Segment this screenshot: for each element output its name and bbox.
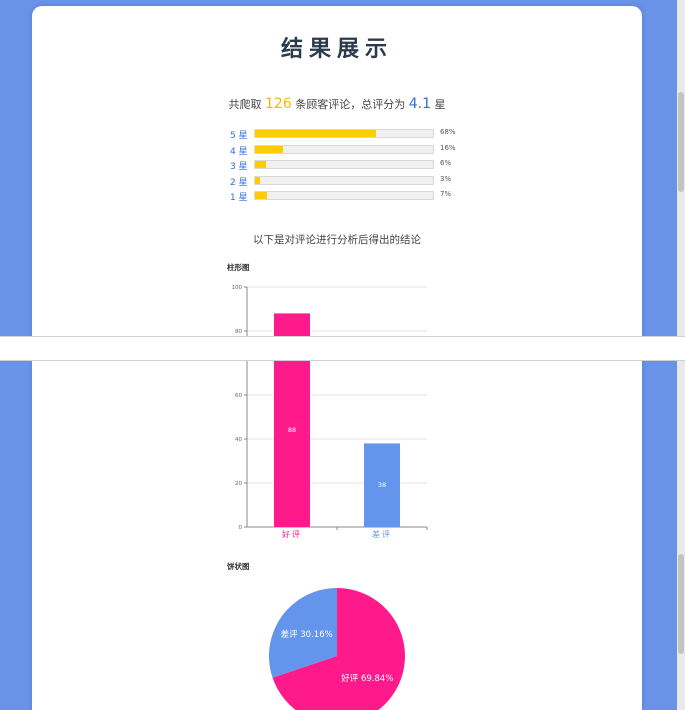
bar [364,443,400,527]
scrollbar[interactable] [677,361,685,710]
y-tick-label: 20 [235,481,242,487]
bar-chart: 02040608010088好评38差评 [235,361,428,539]
page-title: 结果展示 [280,37,393,62]
review-count: 126 [265,96,292,112]
viewport-bottom: 饼状图 02040608010088好评38差评 好评 69.84%差评 30.… [0,361,685,710]
bar [274,361,310,527]
star-percent: 68% [440,128,456,136]
star-percent: 6% [440,159,452,167]
bar-value-label: 38 [378,481,386,489]
star-percent: 7% [440,190,452,198]
star-bar-track [254,191,434,200]
star-bar-track [254,144,434,154]
star-row: 4 星 16% [230,143,490,159]
star-bar-fill [255,130,377,137]
pie-chart-label: 饼状图 [227,562,250,571]
conclusion-text: 以下是对评论进行分析后得出的结论 [253,234,421,246]
result-card: 饼状图 02040608010088好评38差评 好评 69.84%差评 30.… [32,361,642,710]
star-row: 5 星 68% [230,127,490,143]
star-bar-track [254,129,434,138]
scrollbar[interactable] [677,0,685,336]
star-bar-fill [255,176,261,184]
pie-chart: 好评 69.84% 差评 30.16% [269,588,405,710]
overall-score: 4.1 [408,96,431,112]
star-label: 4 星 [230,146,248,157]
star-bar-fill [255,161,266,168]
x-category-label: 好评 [282,529,302,539]
x-category-label: 差评 [372,529,392,539]
star-bar-fill [255,145,284,153]
star-bar-fill [255,192,268,199]
screenshot-separator [0,336,685,361]
star-distribution: 5 星 68% 4 星 16% 3 星 6% 2 星 3% 1 星 [230,127,490,205]
scrollbar-thumb[interactable] [678,554,684,654]
bar [274,313,310,336]
star-label: 2 星 [230,177,248,188]
review-summary: 共爬取 126 条顾客评论，总评分为 4.1 星 [32,96,642,112]
bar-chart-label: 柱形图 [227,263,250,272]
star-row: 3 星 6% [230,158,490,174]
summary-prefix: 共爬取 [228,98,262,111]
bar-value-label: 88 [288,426,296,434]
star-label: 1 星 [230,193,248,203]
result-card: 结果展示 共爬取 126 条顾客评论，总评分为 4.1 星 5 星 68% 4 … [32,6,642,336]
star-label: 5 星 [230,131,248,141]
star-percent: 16% [440,143,456,152]
y-tick-label: 80 [235,329,242,335]
y-tick-label: 100 [232,285,243,291]
pie-slice [272,588,405,710]
summary-suffix: 星 [434,98,446,111]
bar-chart: 02040608010088好评38差评 [232,285,427,336]
y-tick-label: 40 [235,437,242,443]
star-label: 3 星 [230,162,248,172]
pie-slice-label: 好评 69.84% [341,673,393,684]
y-tick-label: 60 [235,393,242,399]
star-bar-track [254,175,434,185]
pie-slice [269,588,337,678]
summary-middle: 条顾客评论，总评分为 [295,98,406,111]
viewport-top: 结果展示 共爬取 126 条顾客评论，总评分为 4.1 星 5 星 68% 4 … [0,0,685,336]
star-row: 1 星 7% [230,189,490,205]
star-percent: 3% [440,174,452,183]
star-row: 2 星 3% [230,174,490,190]
pie-slice-label: 差评 30.16% [281,629,333,640]
scrollbar-thumb[interactable] [678,92,684,192]
star-bar-track [254,160,434,169]
y-tick-label: 0 [239,525,243,531]
